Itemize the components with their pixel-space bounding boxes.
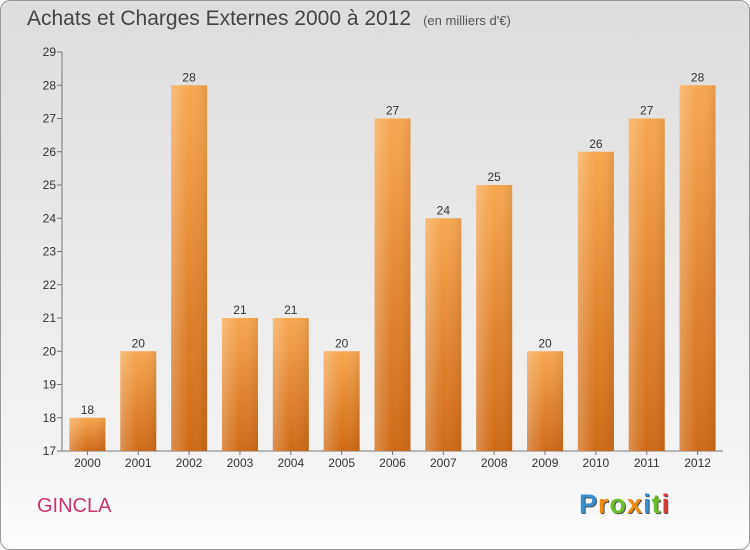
y-tick-label: 28 (43, 78, 57, 92)
bar-group: 25 (476, 170, 513, 451)
bar-group: 18 (69, 403, 106, 451)
x-tick-label: 2010 (583, 456, 610, 470)
bar-shade (323, 351, 360, 451)
chart-title: Achats et Charges Externes 2000 à 2012 (e… (27, 7, 511, 31)
x-tick-label: 2006 (379, 456, 406, 470)
x-tick-label: 2004 (277, 456, 304, 470)
bar-shade (425, 218, 462, 451)
bar-group: 28 (679, 70, 716, 451)
y-tick-label: 27 (43, 112, 57, 126)
y-tick: 26 (43, 145, 62, 159)
logo-letter: x (627, 489, 644, 519)
bar-value-label: 20 (538, 336, 552, 350)
y-tick: 18 (43, 411, 62, 425)
bar-value-label: 24 (437, 203, 451, 217)
y-tick: 17 (43, 444, 62, 458)
bar-group: 27 (628, 104, 665, 451)
y-tick-label: 24 (43, 211, 57, 225)
bar-value-label: 26 (589, 137, 603, 151)
y-tick-label: 25 (43, 178, 57, 192)
x-tick-label: 2012 (684, 456, 711, 470)
logo-letter: o (609, 489, 628, 519)
chart-unit: (en milliers d'€) (423, 13, 511, 28)
bar-value-label: 28 (691, 70, 705, 84)
logo-letter: i (661, 489, 671, 519)
bar-shade (171, 85, 208, 451)
x-tick-label: 2002 (176, 456, 203, 470)
y-tick: 29 (43, 45, 62, 59)
chart-title-text: Achats et Charges Externes 2000 à 2012 (27, 7, 412, 30)
bar-shade (577, 151, 614, 451)
bar-value-label: 28 (182, 70, 196, 84)
x-tick-label: 2001 (125, 456, 152, 470)
bar-shade (679, 85, 716, 451)
bar-value-label: 27 (640, 104, 654, 118)
y-tick: 21 (43, 311, 62, 325)
y-tick: 27 (43, 112, 62, 126)
y-tick: 20 (43, 344, 62, 358)
x-tick-label: 2009 (532, 456, 559, 470)
y-tick: 24 (43, 211, 62, 225)
y-tick: 19 (43, 378, 62, 392)
y-tick-label: 29 (43, 45, 57, 59)
y-tick: 25 (43, 178, 62, 192)
bar-group: 21 (272, 303, 309, 451)
y-tick: 23 (43, 245, 62, 259)
proxiti-logo: Proxiti (579, 489, 670, 520)
bar-shade (527, 351, 564, 451)
bar-shade (272, 318, 309, 451)
y-tick-label: 18 (43, 411, 57, 425)
x-tick-label: 2000 (74, 456, 101, 470)
x-tick-label: 2011 (634, 456, 660, 470)
y-tick-label: 17 (43, 444, 57, 458)
bar-group: 20 (527, 336, 564, 451)
bar-value-label: 21 (284, 303, 298, 317)
bar-shade (221, 318, 258, 451)
bar-shade (120, 351, 157, 451)
commune-name: GINCLA (37, 495, 112, 517)
logo-letter: t (651, 489, 662, 519)
bar-value-label: 20 (132, 336, 146, 350)
bar-shade (374, 118, 411, 451)
y-tick: 28 (43, 78, 62, 92)
x-tick-label: 2008 (481, 456, 508, 470)
bar-group: 20 (120, 336, 157, 451)
bar-value-label: 18 (81, 403, 95, 417)
y-tick-label: 22 (43, 278, 57, 292)
logo-letter: P (579, 489, 599, 519)
y-tick: 22 (43, 278, 62, 292)
y-tick-label: 19 (43, 378, 57, 392)
bar-shade (628, 118, 665, 451)
bar-value-label: 21 (233, 303, 247, 317)
bar-group: 21 (221, 303, 258, 451)
y-tick-label: 23 (43, 245, 57, 259)
bar-value-label: 20 (335, 336, 349, 350)
bar-shade (476, 185, 513, 451)
bar-shade (69, 417, 106, 451)
bar-group: 24 (425, 203, 462, 451)
logo-letter: i (643, 489, 652, 519)
x-tick-label: 2007 (430, 456, 457, 470)
y-tick-label: 20 (43, 344, 57, 358)
bar-group: 28 (171, 70, 208, 451)
bar-group: 20 (323, 336, 360, 451)
bar-value-label: 27 (386, 104, 400, 118)
bar-group: 27 (374, 104, 411, 451)
x-tick-label: 2005 (328, 456, 355, 470)
bar-group: 26 (577, 137, 614, 451)
bar-value-label: 25 (488, 170, 502, 184)
y-tick-label: 26 (43, 145, 57, 159)
y-tick-label: 21 (43, 311, 57, 325)
x-tick-label: 2003 (227, 456, 254, 470)
logo-letter: r (598, 489, 610, 519)
